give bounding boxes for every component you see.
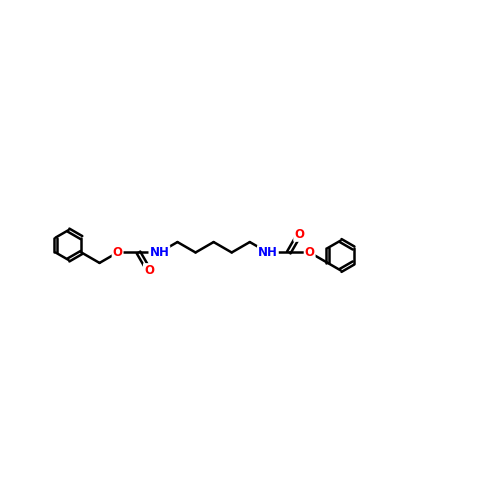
Text: O: O bbox=[294, 228, 304, 241]
Text: NH: NH bbox=[150, 246, 170, 259]
Text: O: O bbox=[304, 246, 314, 259]
Text: NH: NH bbox=[258, 246, 278, 259]
Text: O: O bbox=[112, 246, 122, 259]
Text: O: O bbox=[144, 264, 154, 277]
